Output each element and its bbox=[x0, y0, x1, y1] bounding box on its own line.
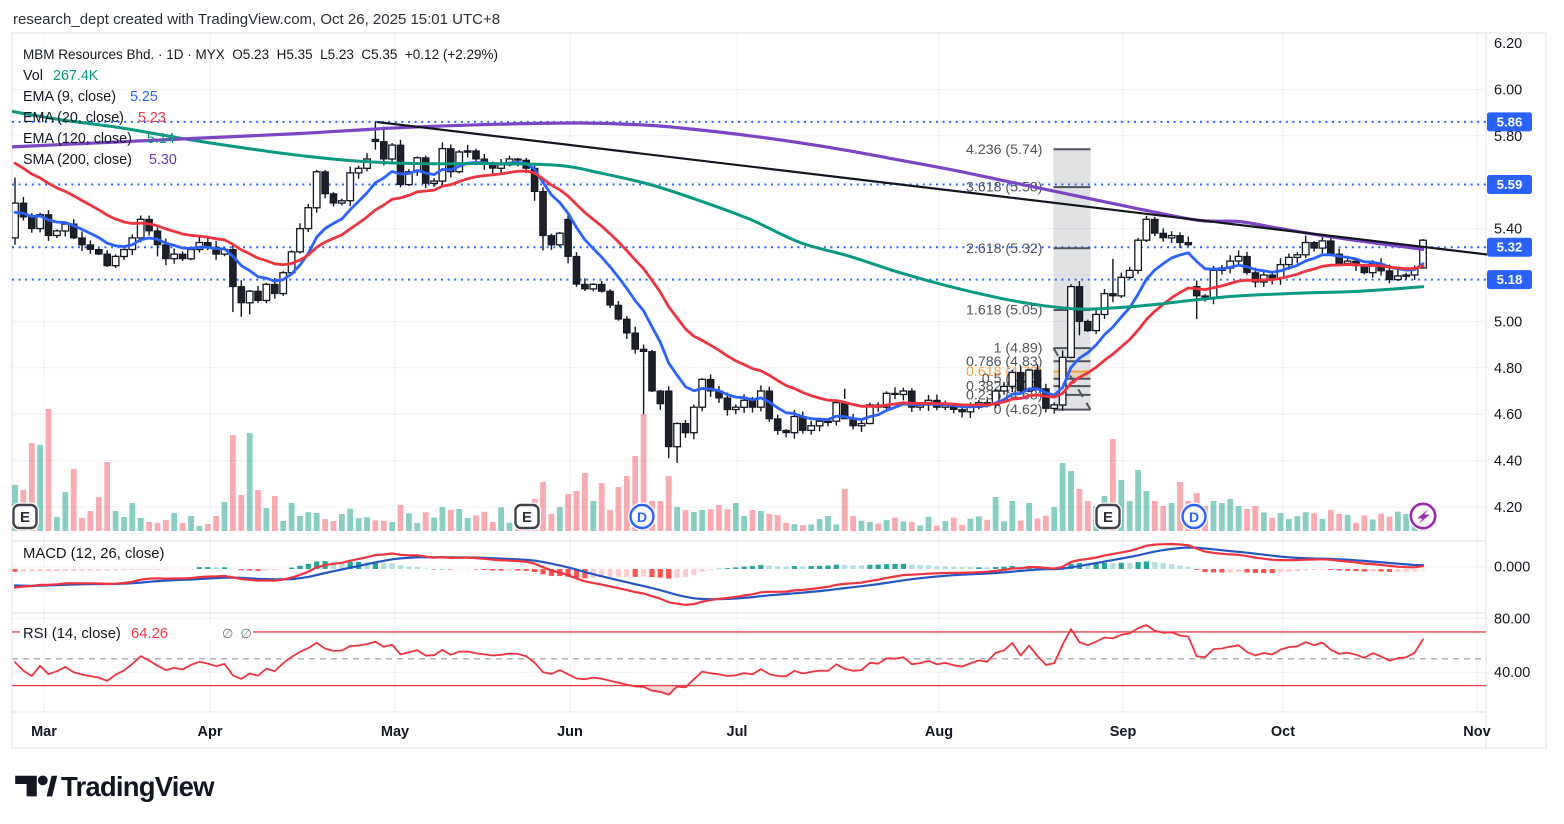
svg-text:Aug: Aug bbox=[925, 724, 953, 740]
svg-text:4.236 (5.74): 4.236 (5.74) bbox=[966, 142, 1043, 158]
svg-text:0 (4.62): 0 (4.62) bbox=[994, 402, 1043, 418]
svg-text:5.00: 5.00 bbox=[1494, 314, 1522, 330]
svg-text:5.86: 5.86 bbox=[1497, 114, 1523, 129]
svg-text:4.40: 4.40 bbox=[1494, 454, 1522, 470]
svg-text:267.4K: 267.4K bbox=[53, 68, 99, 84]
svg-text:5.14: 5.14 bbox=[147, 131, 175, 147]
svg-text:E: E bbox=[1103, 509, 1113, 526]
svg-text:EMA (9, close): EMA (9, close) bbox=[23, 89, 116, 105]
svg-text:Sep: Sep bbox=[1110, 724, 1137, 740]
svg-text:Nov: Nov bbox=[1463, 724, 1490, 740]
svg-text:5.59: 5.59 bbox=[1497, 177, 1523, 192]
svg-text:0.786 (4.83): 0.786 (4.83) bbox=[966, 354, 1043, 370]
svg-text:2.618 (5.32): 2.618 (5.32) bbox=[966, 241, 1043, 257]
svg-text:D: D bbox=[637, 509, 647, 525]
svg-text:5.30: 5.30 bbox=[149, 152, 177, 168]
svg-text:Jul: Jul bbox=[727, 724, 748, 740]
svg-text:May: May bbox=[381, 724, 409, 740]
svg-text:∅ ∅: ∅ ∅ bbox=[222, 626, 252, 641]
svg-text:Apr: Apr bbox=[198, 724, 223, 740]
svg-text:D: D bbox=[1189, 509, 1199, 525]
svg-text:6.00: 6.00 bbox=[1494, 82, 1522, 98]
svg-text:5.32: 5.32 bbox=[1497, 240, 1523, 255]
svg-text:SMA (200, close): SMA (200, close) bbox=[23, 152, 132, 168]
svg-text:80.00: 80.00 bbox=[1494, 611, 1530, 627]
svg-text:E: E bbox=[20, 509, 30, 526]
svg-text:1.618 (5.05): 1.618 (5.05) bbox=[966, 303, 1043, 319]
svg-text:E: E bbox=[522, 509, 532, 526]
svg-text:EMA (120, close): EMA (120, close) bbox=[23, 131, 132, 147]
svg-text:5.23: 5.23 bbox=[138, 110, 166, 126]
svg-text:Jun: Jun bbox=[557, 724, 583, 740]
svg-text:Vol: Vol bbox=[23, 68, 43, 84]
svg-text:0.000: 0.000 bbox=[1494, 560, 1530, 576]
svg-text:40.00: 40.00 bbox=[1494, 665, 1530, 681]
svg-text:5.18: 5.18 bbox=[1497, 272, 1523, 287]
svg-text:Mar: Mar bbox=[31, 724, 57, 740]
svg-text:4.60: 4.60 bbox=[1494, 407, 1522, 423]
svg-text:EMA (20, close): EMA (20, close) bbox=[23, 110, 124, 126]
svg-text:4.20: 4.20 bbox=[1494, 500, 1522, 516]
svg-text:4.80: 4.80 bbox=[1494, 361, 1522, 377]
svg-text:1 (4.89): 1 (4.89) bbox=[994, 341, 1043, 357]
svg-text:MBM Resources Bhd. · 1D · MYX: MBM Resources Bhd. · 1D · MYX O5.23 H5.3… bbox=[23, 47, 498, 62]
svg-text:Oct: Oct bbox=[1271, 724, 1295, 740]
svg-text:research_dept created with Tra: research_dept created with TradingView.c… bbox=[13, 11, 500, 28]
svg-text:5.25: 5.25 bbox=[130, 89, 158, 105]
svg-text:RSI (14, close): RSI (14, close) bbox=[23, 626, 121, 642]
svg-text:6.20: 6.20 bbox=[1494, 36, 1522, 52]
svg-text:64.26: 64.26 bbox=[131, 626, 168, 642]
svg-text:MACD (12, 26, close): MACD (12, 26, close) bbox=[23, 546, 165, 562]
svg-text:TradingView: TradingView bbox=[61, 771, 215, 802]
svg-text:5.40: 5.40 bbox=[1494, 222, 1522, 238]
svg-text:5.80: 5.80 bbox=[1494, 129, 1522, 145]
